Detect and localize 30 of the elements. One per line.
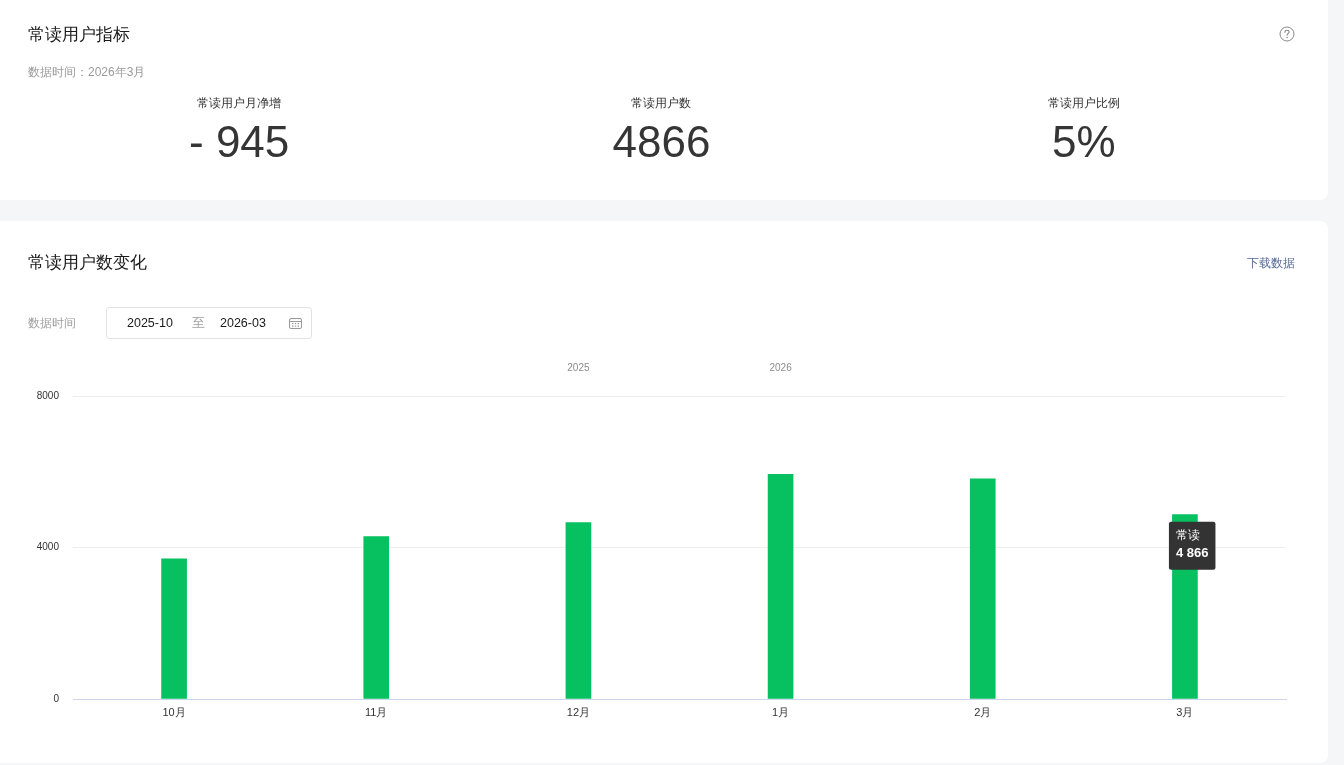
text: 数据时间：2026年3月 — [28, 65, 146, 79]
text: 5% — [1052, 117, 1116, 166]
bar — [363, 536, 390, 699]
series-label: 常读 — [1175, 528, 1200, 543]
y-tick-label: 8000 — [36, 389, 60, 401]
x-tick-label: 3月 — [1176, 705, 1194, 718]
bar — [565, 522, 592, 699]
x-tick-label: 1月 — [772, 705, 790, 718]
bar — [161, 558, 187, 699]
bar — [767, 474, 794, 699]
category-label: 常读用户月净增 — [197, 96, 282, 110]
text: - 945 — [189, 117, 290, 166]
date-range-field: 2025-10 至 2026-03 — [106, 307, 312, 339]
text: 2026 — [769, 361, 793, 373]
category-label: 常读用户比例 — [1047, 96, 1120, 110]
text: 数据时间 — [28, 316, 76, 330]
bar — [969, 478, 996, 699]
category-label: 常读用户数 — [631, 96, 692, 110]
chart-title: 常读用户数变化 — [28, 253, 147, 272]
text: 4866 — [612, 117, 711, 166]
x-tick-label: 12月 — [566, 705, 591, 718]
x-tick-label: 2月 — [974, 705, 992, 718]
y-tick-label: 0 — [53, 692, 60, 704]
x-tick-label: 11月 — [365, 705, 388, 718]
text: 常读用户指标 — [28, 25, 130, 44]
y-tick-label: 4000 — [36, 541, 60, 553]
data-label: 4 866 — [1175, 545, 1209, 561]
text: 2025 — [567, 361, 590, 373]
x-tick-label: 10月 — [162, 705, 186, 718]
text: 下载数据 — [1247, 256, 1295, 270]
